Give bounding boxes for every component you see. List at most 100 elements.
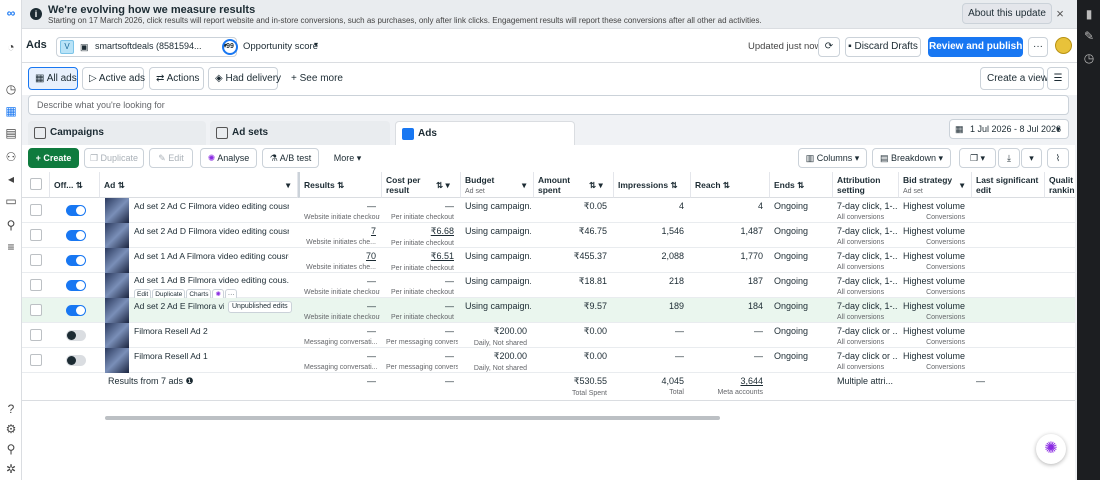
row-checkbox[interactable]	[30, 304, 42, 316]
row-checkbox[interactable]	[30, 254, 42, 266]
table-row[interactable]: Filmora Resell Ad 1 — Messaging conversati…	[22, 348, 1075, 373]
column-header-budget[interactable]: Budget Ad set ▾	[461, 172, 534, 198]
opportunity-score[interactable]: 99 Opportunity score ▾	[222, 37, 322, 57]
ad-name[interactable]: Filmora Resell Ad 2	[134, 326, 208, 336]
select-all-checkbox[interactable]	[30, 178, 42, 190]
column-header-quality[interactable]: Qualit rankin	[1045, 172, 1075, 198]
tab-actions[interactable]: ⇄ Actions	[149, 67, 204, 90]
export-button[interactable]: ⤓	[998, 148, 1020, 168]
tab-active-ads[interactable]: ▷ Active ads	[82, 67, 145, 90]
panel-icon[interactable]: ▮	[1085, 7, 1093, 21]
tools-icon[interactable]: ⚲	[6, 218, 16, 232]
settings-icon[interactable]: ⚙	[5, 422, 17, 436]
account-selector[interactable]: V ▣ smartsoftdeals (8581594... ▾	[56, 37, 237, 57]
date-range-picker[interactable]: ▦ 1 Jul 2026 - 8 Jul 2026 ▾	[949, 119, 1069, 139]
charts-button[interactable]: ⌇	[1047, 148, 1069, 168]
column-header-attribution[interactable]: Attribution setting	[833, 172, 899, 198]
totals-reach-value[interactable]: 3,644	[740, 376, 763, 386]
horizontal-scrollbar[interactable]	[105, 416, 720, 420]
create-view-button[interactable]: Create a view	[980, 67, 1048, 90]
meta-logo-icon[interactable]: ∞	[6, 6, 16, 20]
column-header-ends[interactable]: Ends ⇅	[770, 172, 833, 198]
pencil-icon[interactable]: ✎	[1083, 29, 1095, 43]
review-publish-button[interactable]: Review and publish (1)	[928, 37, 1037, 57]
results-value[interactable]: 70	[365, 251, 376, 261]
menu-icon[interactable]: ≡	[7, 240, 15, 254]
ad-name[interactable]: Ad set 2 Ad C Filmora video editing cous…	[134, 201, 289, 211]
table-row[interactable]: Ad set 2 Ad C Filmora video editing cous…	[22, 198, 1075, 223]
tab-had-delivery[interactable]: ◈ Had delivery	[208, 67, 281, 90]
delivery-toggle[interactable]	[66, 305, 86, 316]
bug-icon[interactable]: ✲	[5, 462, 17, 476]
help-icon[interactable]: ?	[7, 402, 15, 416]
column-header-bid-strategy[interactable]: Bid strategy Ad set ▾	[899, 172, 972, 198]
pages-icon[interactable]: ▤	[5, 126, 17, 140]
column-header-cost-per-result[interactable]: Cost per result ⇅ ▾	[382, 172, 461, 198]
ad-name[interactable]: Ad set 2 Ad D Filmora video editing cous…	[134, 226, 289, 236]
megaphone-icon[interactable]: ◂	[7, 172, 15, 186]
clock-icon[interactable]: ◷	[1083, 51, 1095, 65]
duplicate-button[interactable]: ❐ Duplicate	[84, 148, 144, 168]
tab-ads[interactable]: Ads	[395, 121, 575, 145]
breakdown-button[interactable]: ▤ Breakdown ▾	[872, 148, 951, 168]
search-input[interactable]: Describe what you're looking for	[28, 95, 1069, 115]
column-header-off-on[interactable]: Off... ⇅	[50, 172, 100, 198]
ends-cell: Ongoing	[774, 226, 809, 236]
ad-name[interactable]: Ad set 1 Ad B Filmora video editing cous…	[134, 275, 289, 286]
table-row[interactable]: Filmora Resell Ad 2 — Messaging conversati…	[22, 323, 1075, 348]
billing-icon[interactable]: ▭	[5, 194, 17, 208]
audience-icon[interactable]: ⚇	[5, 150, 17, 164]
delivery-toggle[interactable]	[66, 280, 86, 291]
cost-per-result-value[interactable]: ₹6.68	[430, 226, 454, 236]
delivery-toggle[interactable]	[66, 330, 86, 341]
row-checkbox[interactable]	[30, 354, 42, 366]
search-icon[interactable]: ⚲	[6, 442, 16, 456]
ad-name[interactable]: Filmora Resell Ad 1	[134, 351, 208, 361]
export-dropdown[interactable]: ▾	[1021, 148, 1042, 168]
column-header-ad[interactable]: Ad ⇅ ▾	[100, 172, 298, 198]
discard-drafts-button[interactable]: ▪ Discard Drafts	[845, 37, 921, 57]
table-row[interactable]: Ad set 2 Ad D Filmora video editing cous…	[22, 223, 1075, 248]
ab-test-button[interactable]: ⚗ A/B test	[262, 148, 319, 168]
row-checkbox[interactable]	[30, 229, 42, 241]
cost-per-result-value[interactable]: ₹6.51	[430, 251, 454, 261]
delivery-toggle[interactable]	[66, 205, 86, 216]
avatar[interactable]	[1055, 37, 1072, 54]
column-header-amount-spent[interactable]: Amount spent ⇅ ▾	[534, 172, 614, 198]
column-header-results[interactable]: Results ⇅	[298, 172, 382, 198]
more-options-button[interactable]: ···	[1028, 37, 1048, 57]
ad-name[interactable]: Ad set 1 Ad A Filmora video editing cous…	[134, 251, 289, 261]
columns-button[interactable]: ▥ Columns ▾	[798, 148, 867, 168]
notifications-icon[interactable]: ◔	[7, 40, 15, 54]
table-row[interactable]: Ad set 1 Ad B Filmora video editing cous…	[22, 273, 1075, 300]
delivery-toggle[interactable]	[66, 355, 86, 366]
create-button[interactable]: + Create	[28, 148, 79, 168]
analyse-button[interactable]: ✺ Analyse	[200, 148, 257, 168]
about-update-button[interactable]: About this update	[962, 3, 1052, 24]
close-icon[interactable]: ×	[1056, 6, 1064, 21]
edit-button[interactable]: ✎ Edit	[149, 148, 193, 168]
refresh-button[interactable]: ⟳	[818, 37, 840, 57]
dashboard-icon[interactable]: ◷	[5, 82, 17, 96]
ad-name[interactable]: Ad set 2 Ad E Filmora vi...	[134, 301, 224, 311]
reports-button[interactable]: ❐ ▾	[959, 148, 996, 168]
sliders-icon[interactable]: ☰	[1047, 67, 1069, 90]
tab-campaigns[interactable]: Campaigns	[28, 121, 206, 145]
tab-ad-sets[interactable]: Ad sets	[210, 121, 390, 145]
more-button[interactable]: More ▾	[325, 148, 370, 168]
table-row[interactable]: Ad set 1 Ad A Filmora video editing cous…	[22, 248, 1075, 273]
table-row[interactable]: Ad set 2 Ad E Filmora vi... Unpublished e…	[22, 298, 1075, 323]
see-more-button[interactable]: + See more	[284, 67, 343, 90]
row-checkbox[interactable]	[30, 329, 42, 341]
column-header-reach[interactable]: Reach ⇅	[691, 172, 770, 198]
delivery-toggle[interactable]	[66, 230, 86, 241]
row-checkbox[interactable]	[30, 279, 42, 291]
column-header-impressions[interactable]: Impressions ⇅	[614, 172, 691, 198]
tab-all-ads[interactable]: ▦ All ads	[28, 67, 78, 90]
row-checkbox[interactable]	[30, 204, 42, 216]
delivery-toggle[interactable]	[66, 255, 86, 266]
column-header-last-edit[interactable]: Last significant edit	[972, 172, 1045, 198]
ai-assistant-icon[interactable]: ✺	[1036, 434, 1066, 464]
table-icon[interactable]: ▦	[5, 104, 17, 118]
results-value[interactable]: 7	[370, 226, 376, 236]
